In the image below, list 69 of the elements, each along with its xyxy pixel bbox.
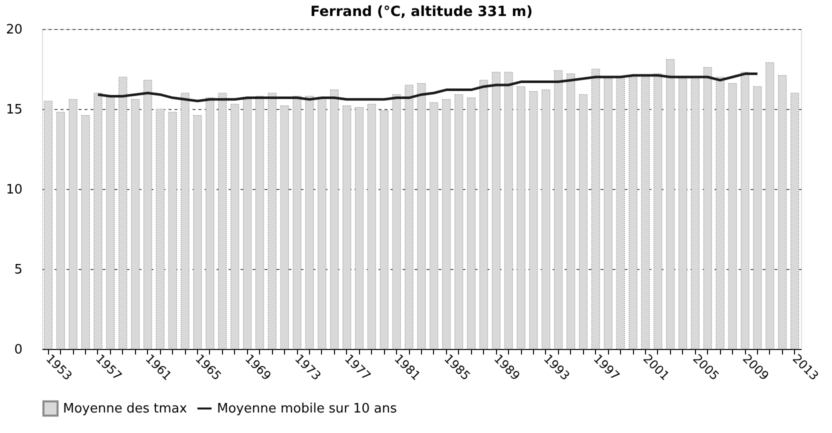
bar — [94, 92, 102, 350]
bar — [578, 94, 588, 350]
bar — [703, 67, 712, 350]
bar — [230, 104, 240, 350]
bar — [654, 74, 662, 350]
bar — [180, 92, 190, 350]
bar — [354, 107, 364, 350]
bar — [131, 99, 140, 350]
bar — [292, 96, 302, 350]
y-tick-label: 0 — [14, 342, 22, 358]
bar — [678, 78, 688, 350]
bar — [666, 59, 675, 350]
bar — [554, 70, 563, 350]
bar — [305, 96, 314, 350]
bar — [218, 92, 227, 350]
bar — [168, 112, 177, 350]
y-tick-label: 5 — [14, 262, 22, 278]
bar — [342, 106, 352, 350]
bar — [529, 91, 538, 350]
bar — [442, 99, 451, 350]
bar — [716, 76, 724, 350]
bar — [318, 98, 326, 350]
bar — [193, 115, 202, 350]
bar — [740, 72, 750, 350]
bar — [404, 84, 414, 350]
y-tick-label: 10 — [6, 182, 22, 198]
bar — [728, 83, 737, 350]
bar — [778, 75, 787, 350]
bar — [56, 112, 65, 350]
chart-title: Ferrand (°C, altitude 331 m) — [310, 4, 533, 20]
bar — [591, 68, 600, 350]
bar — [504, 72, 513, 350]
bar — [628, 76, 638, 350]
legend-label: Moyenne mobile sur 10 ans — [217, 402, 398, 416]
bar — [641, 76, 650, 350]
bar — [616, 76, 625, 350]
bar — [566, 74, 576, 350]
bar — [81, 115, 90, 350]
bar — [392, 94, 401, 350]
bar — [417, 83, 426, 350]
bar — [118, 76, 128, 350]
bar — [330, 90, 339, 350]
bar — [790, 92, 800, 350]
bar — [243, 99, 252, 350]
y-tick-label: 15 — [6, 102, 22, 118]
bar — [492, 72, 500, 350]
bar — [268, 92, 276, 350]
bar — [454, 94, 464, 350]
bar — [156, 108, 165, 350]
bar — [206, 98, 214, 350]
bar — [143, 80, 152, 350]
bar — [255, 96, 264, 350]
bar — [380, 110, 388, 350]
bar — [367, 104, 376, 350]
legend-label: Moyenne des tmax — [63, 402, 188, 416]
bar — [516, 86, 526, 350]
bar — [466, 98, 476, 350]
bar — [690, 76, 700, 350]
y-tick-label: 20 — [6, 22, 22, 38]
bar — [542, 90, 550, 350]
bar — [280, 106, 289, 350]
bar — [430, 102, 438, 350]
bar — [106, 96, 115, 350]
line-series — [96, 72, 759, 102]
bar — [753, 86, 762, 350]
bar — [68, 99, 78, 350]
bar — [479, 80, 488, 350]
bar — [604, 78, 612, 350]
bar — [766, 62, 774, 350]
